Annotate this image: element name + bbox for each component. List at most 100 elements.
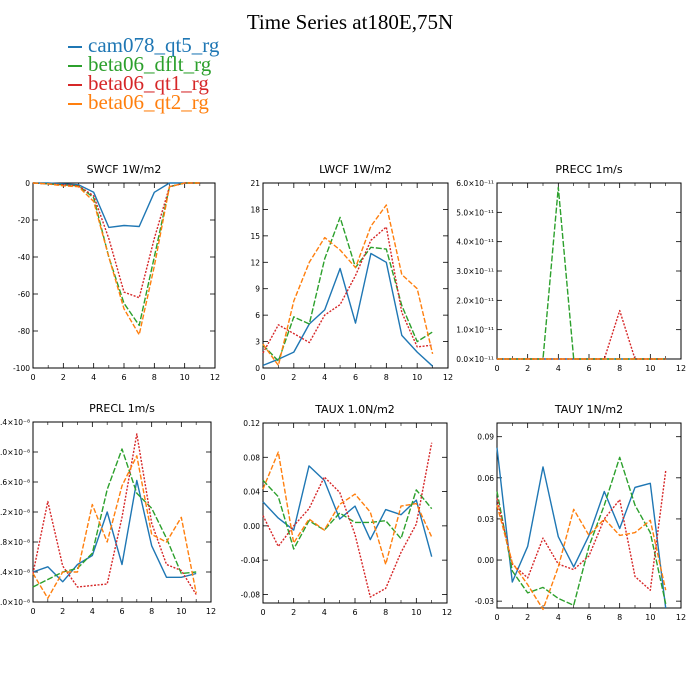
- x-tick-label: 0: [30, 373, 35, 382]
- legend-swatch: [68, 65, 82, 68]
- x-tick-label: 0: [494, 364, 499, 373]
- y-tick-label: -80: [18, 327, 30, 336]
- y-tick-label: 18: [250, 205, 260, 214]
- x-tick-label: 10: [180, 373, 190, 382]
- y-tick-label: 1.0×10⁻¹¹: [456, 326, 494, 335]
- x-tick-label: 10: [411, 608, 421, 617]
- y-tick-label: 1.6×10⁻⁸: [0, 478, 30, 487]
- panel-title: PRECC 1m/s: [555, 163, 623, 176]
- series-line-beta06_dflt_rg: [496, 456, 667, 606]
- panel-title: TAUX 1.0N/m2: [314, 403, 395, 416]
- y-tick-label: 6.0×10⁻¹¹: [456, 179, 494, 188]
- page-title: Time Series at180E,75N: [246, 10, 454, 34]
- panel-title: LWCF 1W/m2: [319, 163, 392, 176]
- legend-item: beta06_qt1_rg: [68, 71, 219, 95]
- y-tick-label: 0.00: [243, 522, 260, 531]
- legend-item: beta06_dflt_rg: [68, 52, 219, 76]
- series-line-beta06_dflt_rg: [32, 448, 197, 588]
- y-tick-label: 0.04: [243, 488, 260, 497]
- x-tick-label: 10: [645, 613, 655, 622]
- x-tick-label: 4: [322, 373, 327, 382]
- x-tick-label: 8: [617, 364, 622, 373]
- y-tick-label: 0.06: [477, 474, 494, 483]
- x-tick-label: 10: [176, 607, 186, 616]
- x-tick-label: 0: [30, 607, 35, 616]
- y-tick-label: 0.08: [243, 453, 260, 462]
- series-line-beta06_qt2_rg: [32, 182, 200, 336]
- y-tick-label: 0.8×10⁻⁸: [0, 538, 30, 547]
- x-tick-label: 8: [152, 373, 157, 382]
- y-tick-label: 4.0×10⁻¹¹: [456, 238, 494, 247]
- series-line-cam078_qt5_rg: [33, 182, 200, 229]
- x-tick-label: 6: [586, 613, 591, 622]
- legend-label: cam078_qt5_rg: [88, 33, 220, 57]
- y-tick-label: 1.2×10⁻⁸: [0, 508, 30, 517]
- x-tick-label: 8: [383, 608, 388, 617]
- legend-label: beta06_dflt_rg: [88, 52, 212, 76]
- y-tick-label: 6: [255, 311, 260, 320]
- series-line-cam078_qt5_rg: [496, 447, 667, 609]
- x-tick-label: 2: [291, 373, 296, 382]
- panel-title: TAUY 1N/m2: [554, 403, 623, 416]
- y-tick-label: 2.0×10⁻⁸: [0, 448, 30, 457]
- x-tick-label: 8: [149, 607, 154, 616]
- y-tick-label: 0: [255, 364, 260, 373]
- x-tick-label: 8: [384, 373, 389, 382]
- x-tick-label: 12: [443, 373, 453, 382]
- y-tick-label: 2.0×10⁻¹¹: [456, 296, 494, 305]
- legend-label: beta06_qt2_rg: [88, 90, 209, 114]
- y-tick-label: -0.08: [241, 590, 261, 599]
- y-tick-label: 0.12: [243, 419, 260, 428]
- legend-swatch: [68, 84, 82, 87]
- x-tick-label: 8: [617, 613, 622, 622]
- y-tick-label: 5.0×10⁻¹¹: [456, 208, 494, 217]
- panel-title: SWCF 1W/m2: [87, 163, 162, 176]
- series-line-beta06_qt2_rg: [496, 505, 667, 611]
- series-line-cam078_qt5_rg: [262, 252, 434, 367]
- series-line-beta06_qt1_rg: [32, 433, 197, 595]
- series-line-beta06_qt1_rg: [497, 309, 666, 360]
- x-tick-label: 10: [412, 373, 422, 382]
- series-line-beta06_qt1_rg: [262, 226, 433, 354]
- y-tick-label: 15: [250, 232, 260, 241]
- x-tick-label: 4: [90, 607, 95, 616]
- series-line-beta06_qt1_rg: [262, 442, 433, 598]
- legend: cam078_qt5_rg beta06_dflt_rg beta06_qt1_…: [68, 33, 220, 114]
- series-line-cam078_qt5_rg: [32, 479, 197, 583]
- x-tick-label: 4: [556, 364, 561, 373]
- y-tick-label: 0.0×10⁻⁸: [0, 598, 30, 607]
- series-line-beta06_qt2_rg: [32, 455, 197, 599]
- x-tick-label: 6: [121, 373, 126, 382]
- legend-item: beta06_qt2_rg: [68, 90, 219, 114]
- y-tick-label: -60: [18, 290, 30, 299]
- x-tick-label: 2: [525, 613, 530, 622]
- x-tick-label: 12: [442, 608, 452, 617]
- y-tick-label: 3: [255, 338, 260, 347]
- panel-title: PRECL 1m/s: [89, 402, 155, 415]
- x-tick-label: 2: [291, 608, 296, 617]
- y-tick-label: 3.0×10⁻¹¹: [456, 267, 494, 276]
- y-tick-label: 21: [250, 179, 260, 188]
- y-tick-label: 12: [250, 258, 260, 267]
- series-line-beta06_qt1_rg: [32, 182, 200, 299]
- y-tick-label: -20: [18, 216, 30, 225]
- x-tick-label: 0: [260, 608, 265, 617]
- x-tick-label: 12: [210, 373, 220, 382]
- x-tick-label: 12: [676, 613, 686, 622]
- x-tick-label: 4: [556, 613, 561, 622]
- series-line-beta06_dflt_rg: [32, 182, 200, 327]
- x-tick-label: 10: [645, 364, 655, 373]
- series-line-beta06_dflt_rg: [262, 216, 433, 362]
- y-tick-label: -100: [13, 364, 30, 373]
- y-tick-label: -0.04: [241, 556, 261, 565]
- legend-item: cam078_qt5_rg: [68, 33, 220, 57]
- x-tick-label: 6: [352, 608, 357, 617]
- x-tick-label: 4: [91, 373, 96, 382]
- legend-swatch: [68, 103, 82, 106]
- y-tick-label: 0: [25, 179, 30, 188]
- x-tick-label: 12: [676, 364, 686, 373]
- legend-label: beta06_qt1_rg: [88, 71, 209, 95]
- x-tick-label: 2: [60, 607, 65, 616]
- series-line-beta06_dflt_rg: [262, 479, 433, 550]
